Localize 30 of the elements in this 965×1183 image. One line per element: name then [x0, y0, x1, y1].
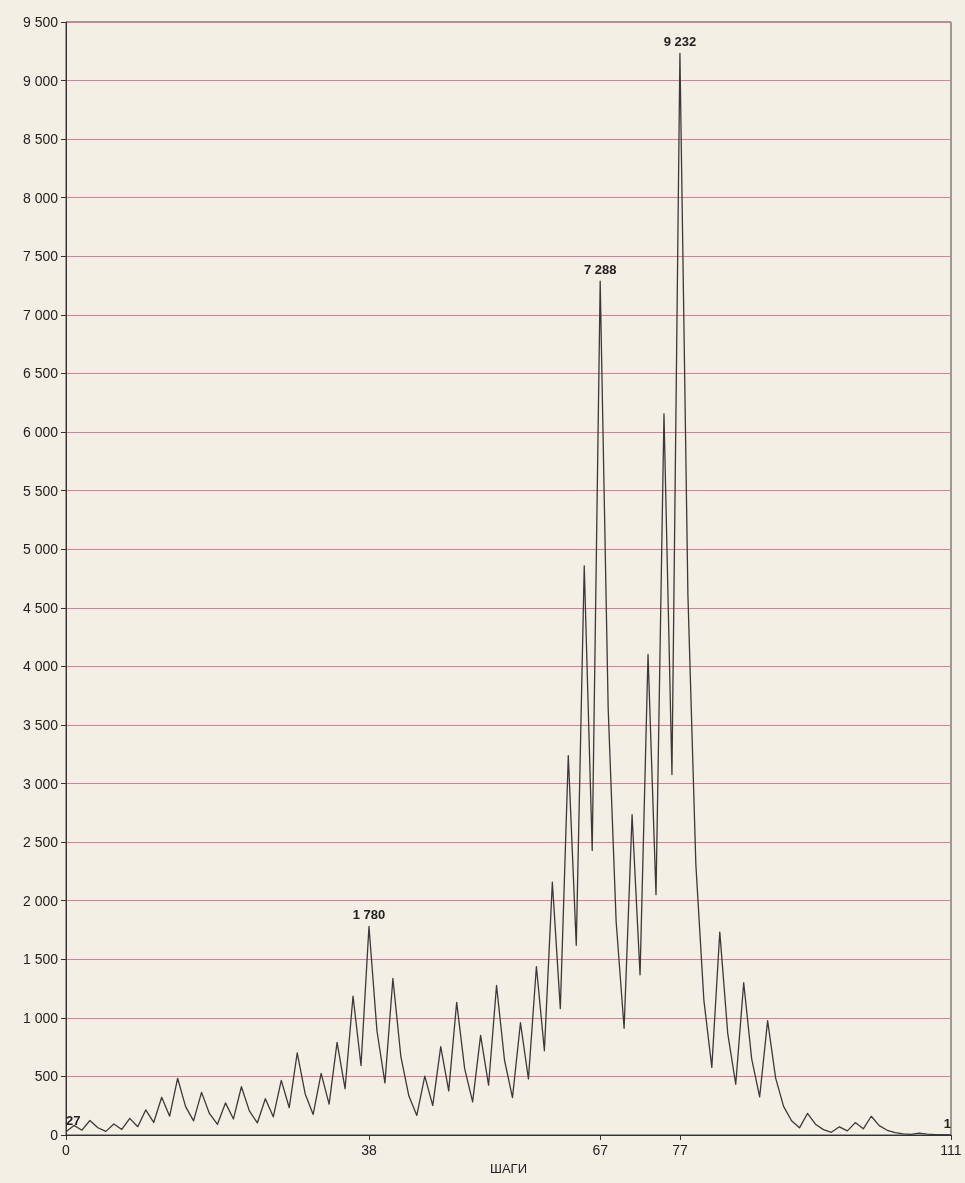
y-tick-label: 3 000	[22, 775, 59, 792]
y-tick-label: 1 000	[22, 1009, 59, 1026]
x-tick-label: 77	[672, 1142, 688, 1158]
y-tick-label: 5 500	[22, 482, 59, 499]
x-axis-title: ШАГИ	[490, 1160, 527, 1176]
x-tick-label: 111	[940, 1142, 962, 1158]
y-tick-label: 5 000	[22, 541, 59, 558]
y-tick-label: 0	[50, 1127, 59, 1143]
y-tick-label: 7 000	[22, 306, 59, 323]
x-tick-label: 0	[62, 1142, 71, 1158]
x-tick-label: 38	[361, 1142, 377, 1158]
y-tick-label: 4 000	[22, 658, 59, 675]
x-tick-label: 67	[592, 1142, 609, 1158]
y-tick-label: 8 000	[22, 189, 59, 206]
y-tick-label: 1 500	[22, 951, 59, 968]
y-tick-label: 2 500	[22, 834, 59, 851]
y-tick-label: 2 000	[22, 892, 59, 909]
y-tick-label: 9 500	[22, 14, 59, 30]
data-label: 1 780	[352, 907, 386, 923]
y-tick-label: 6 000	[22, 424, 59, 441]
y-tick-label: 4 500	[22, 599, 59, 616]
y-tick-label: 6 500	[22, 365, 59, 382]
y-tick-label: 7 500	[22, 248, 59, 265]
y-tick-label: 8 500	[22, 131, 59, 148]
y-tick-label: 500	[34, 1068, 59, 1085]
y-tick-label: 9 000	[22, 72, 59, 89]
data-label: 9 232	[663, 34, 697, 50]
y-tick-label: 3 500	[22, 716, 59, 733]
data-label: 1	[943, 1115, 951, 1131]
data-label: 7 288	[583, 262, 617, 278]
